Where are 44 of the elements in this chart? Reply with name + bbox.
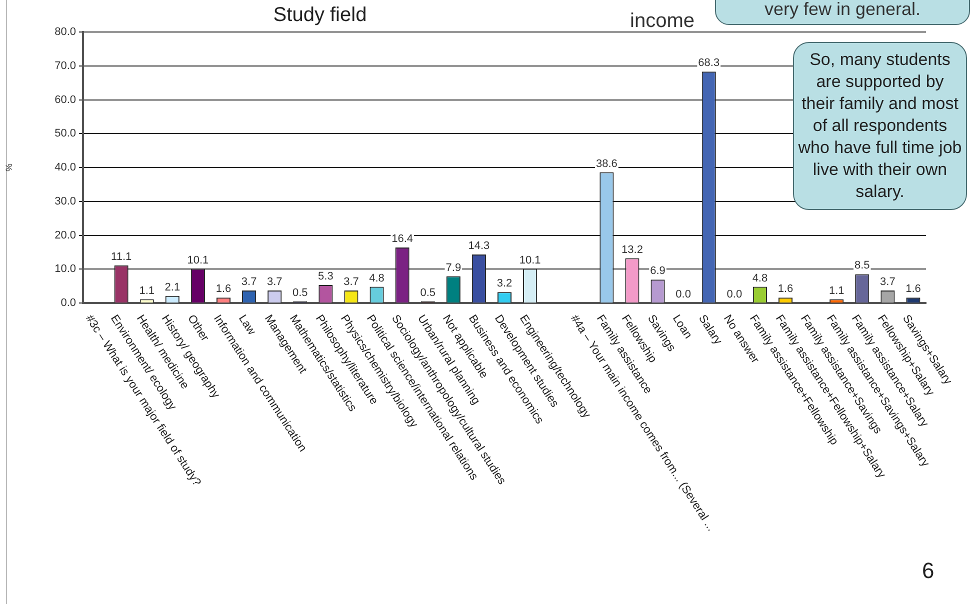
data-label: 38.6: [596, 158, 618, 170]
data-label: 7.9: [446, 262, 462, 274]
y-axis-title: %: [4, 163, 14, 172]
data-label: 14.3: [468, 240, 490, 252]
data-label: 16.4: [392, 232, 414, 245]
data-label: 3.7: [344, 276, 359, 288]
data-label: 5.3: [318, 270, 334, 283]
text: 6: [922, 558, 934, 584]
data-label: 0.5: [292, 286, 308, 299]
chart-title: Study field: [272, 4, 368, 27]
data-label: 4.8: [752, 272, 768, 284]
annotation: So, many students are supported by their family and most of all respondents who have full time job live with their own salary.: [793, 42, 967, 210]
text: very few in general.: [715, 0, 970, 25]
data-label: 3.2: [496, 278, 512, 290]
y-tick-label: 40.0: [54, 162, 76, 174]
y-tick-label: 0.0: [60, 297, 76, 310]
y-tick-label: 30.0: [54, 195, 76, 208]
data-label: 2.1: [164, 281, 180, 294]
y-tick-label: 70.0: [54, 60, 76, 72]
data-label: 1.1: [828, 284, 844, 297]
data-label: 1.6: [216, 283, 232, 296]
data-label: 10.1: [519, 254, 541, 266]
text: income: [630, 10, 694, 33]
data-label: 0.0: [676, 288, 691, 301]
data-label: 6.9: [650, 265, 666, 278]
data-label: 3.7: [880, 276, 896, 288]
data-label: 10.1: [187, 254, 209, 266]
y-tick-label: 20.0: [54, 229, 76, 242]
y-tick-label: 50.0: [54, 128, 76, 140]
data-label: 3.7: [266, 276, 282, 288]
y-tick-label: 60.0: [54, 94, 76, 106]
y-tick-label: 80.0: [54, 26, 76, 38]
data-label: 0.5: [420, 286, 436, 299]
data-label: 1.6: [906, 283, 921, 296]
data-label: 13.2: [622, 244, 643, 256]
data-label: 8.5: [854, 260, 870, 272]
data-label: 11.1: [111, 250, 132, 263]
data-label: 4.8: [369, 272, 384, 284]
data-label: 0.0: [726, 288, 742, 301]
data-label: 1.6: [778, 283, 794, 296]
data-label: 1.1: [139, 284, 155, 297]
data-label: 3.7: [241, 276, 257, 288]
data-label: 68.3: [698, 57, 720, 70]
y-tick-label: 10.0: [54, 263, 76, 276]
